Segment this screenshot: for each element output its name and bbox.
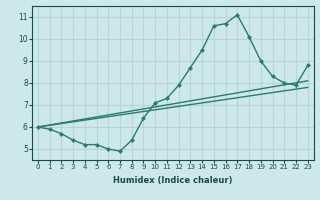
X-axis label: Humidex (Indice chaleur): Humidex (Indice chaleur) xyxy=(113,176,233,185)
